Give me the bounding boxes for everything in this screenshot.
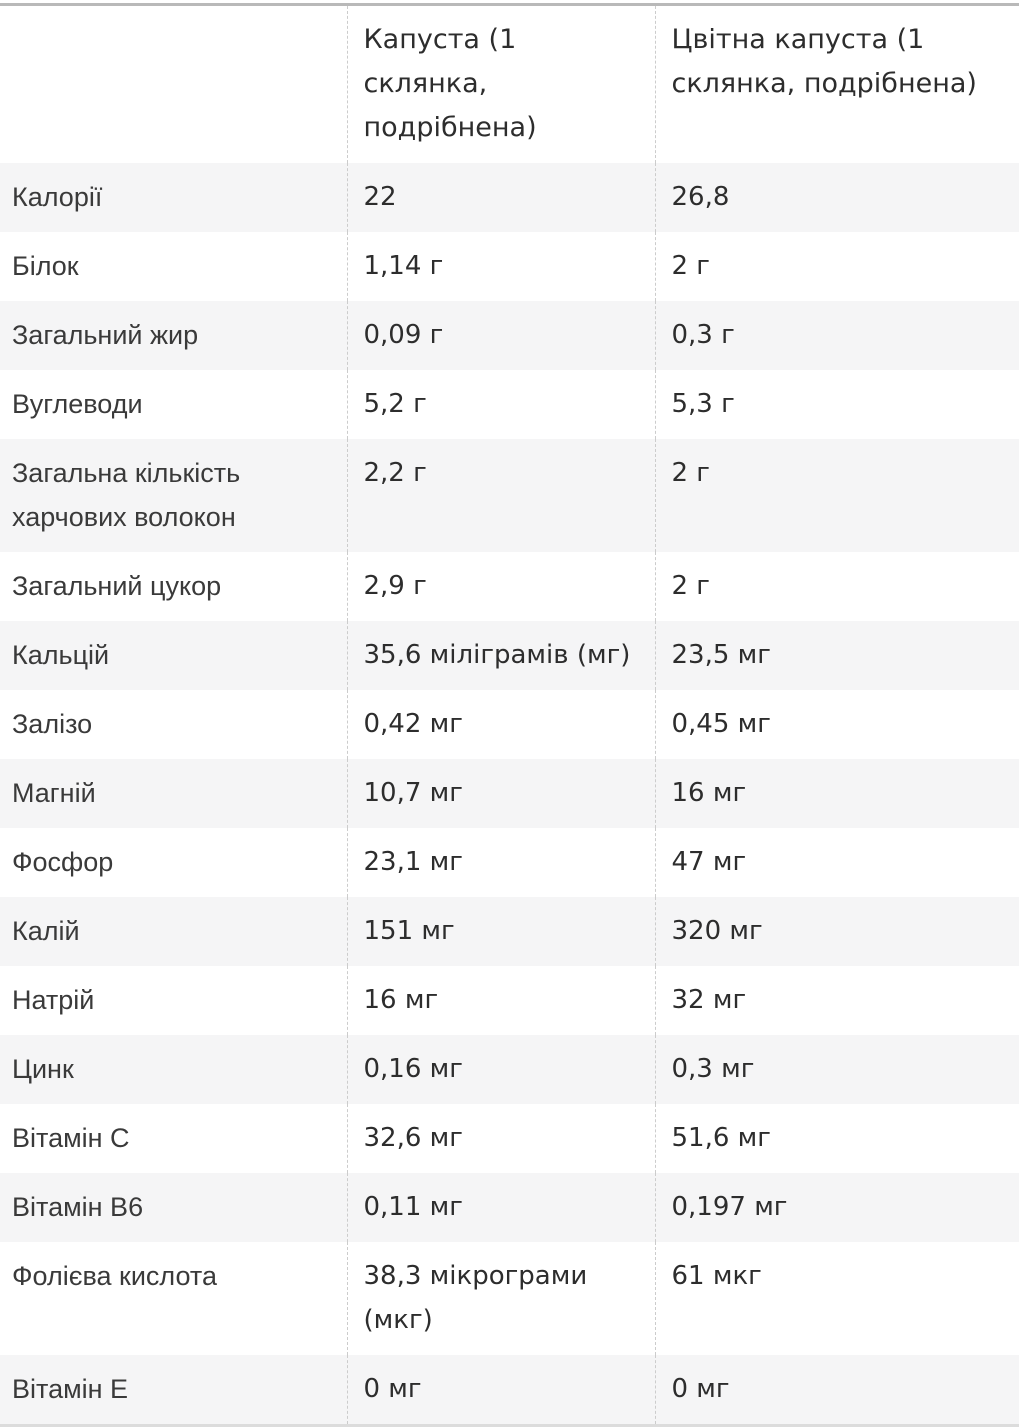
cauliflower-value: 16 мг (654, 759, 1019, 828)
cauliflower-value: 2 г (654, 232, 1019, 301)
table-row: Загальна кількість харчових волокон 2,2 г… (0, 439, 1019, 552)
column-header-cauliflower: Цвітна капуста (1 склянка, подрібнена) (654, 4, 1019, 163)
cabbage-value: 0,09 г (346, 301, 655, 370)
nutrient-label: Загальний цукор (12, 571, 222, 601)
nutrient-label: Загальний жир (12, 320, 199, 350)
cauliflower-value: 26,8 (654, 163, 1019, 232)
cabbage-value: 0,16 мг (346, 1035, 655, 1104)
nutrition-comparison-table: Капуста (1 склянка, подрібнена) Цвітна к… (0, 3, 1019, 1427)
table-header-row: Капуста (1 склянка, подрібнена) Цвітна к… (0, 4, 1019, 164)
nutrient-label: Кальцій (12, 640, 110, 670)
table-row: Вітамін C 32,6 мг 51,6 мг (0, 1104, 1019, 1173)
nutrient-label: Фосфор (12, 847, 114, 877)
cabbage-value: 5,2 г (346, 370, 655, 439)
cauliflower-value: 0,197 мг (654, 1173, 1019, 1242)
table-row: Натрій 16 мг 32 мг (0, 966, 1019, 1035)
table-row: Загальний жир 0,09 г 0,3 г (0, 301, 1019, 370)
table-row: Фолієва кислота 38,3 мікрограми (мкг) 61 м… (0, 1242, 1019, 1355)
table-row: Цинк 0,16 мг 0,3 мг (0, 1035, 1019, 1104)
cauliflower-value: 2 г (654, 439, 1019, 552)
column-header-cabbage-label: Капуста (1 склянка, подрібнена) (363, 24, 537, 143)
cabbage-value: 0 мг (346, 1355, 655, 1426)
column-header-cabbage: Капуста (1 склянка, подрібнена) (346, 4, 655, 163)
cabbage-value: 10,7 мг (346, 759, 655, 828)
cabbage-value: 0,11 мг (346, 1173, 655, 1242)
nutrient-label: Залізо (12, 709, 93, 739)
cabbage-value: 32,6 мг (346, 1104, 655, 1173)
table-row: Кальцій 35,6 міліграмів (мг) 23,5 мг (0, 621, 1019, 690)
cauliflower-value: 320 мг (654, 897, 1019, 966)
table-row: Фосфор 23,1 мг 47 мг (0, 828, 1019, 897)
corner-header-cell (0, 5, 347, 164)
cauliflower-value: 5,3 г (654, 370, 1019, 439)
nutrient-label: Цинк (12, 1054, 74, 1084)
nutrient-label: Вітамін C (12, 1123, 130, 1153)
cabbage-value: 35,6 міліграмів (мг) (346, 621, 655, 690)
table-row: Калій 151 мг 320 мг (0, 897, 1019, 966)
cabbage-value: 151 мг (346, 897, 655, 966)
table-row: Вітамін E 0 мг 0 мг (0, 1355, 1019, 1426)
nutrient-label: Вуглеводи (12, 389, 143, 419)
nutrient-label: Загальна кількість харчових волокон (12, 458, 241, 532)
table-row: Залізо 0,42 мг 0,45 мг (0, 690, 1019, 759)
nutrient-label: Натрій (12, 985, 95, 1015)
nutrient-label: Вітамін B6 (12, 1192, 144, 1222)
table-row: Вуглеводи 5,2 г 5,3 г (0, 370, 1019, 439)
cabbage-value: 2,9 г (346, 552, 655, 621)
cauliflower-value: 0 мг (654, 1355, 1019, 1426)
cabbage-value: 16 мг (346, 966, 655, 1035)
nutrient-label: Калій (12, 916, 80, 946)
cabbage-value: 22 (346, 163, 655, 232)
cauliflower-value: 2 г (654, 552, 1019, 621)
nutrient-label: Вітамін E (12, 1374, 129, 1404)
cauliflower-value: 51,6 мг (654, 1104, 1019, 1173)
cabbage-value: 23,1 мг (346, 828, 655, 897)
column-header-cauliflower-label: Цвітна капуста (1 склянка, подрібнена) (671, 24, 977, 99)
table-row: Магній 10,7 мг 16 мг (0, 759, 1019, 828)
cauliflower-value: 0,3 г (654, 301, 1019, 370)
table-row: Вітамін B6 0,11 мг 0,197 мг (0, 1173, 1019, 1242)
cabbage-value: 1,14 г (346, 232, 655, 301)
cauliflower-value: 32 мг (654, 966, 1019, 1035)
table-row: Калорії 22 26,8 (0, 163, 1019, 232)
cauliflower-value: 47 мг (654, 828, 1019, 897)
cauliflower-value: 61 мкг (654, 1242, 1019, 1355)
cauliflower-value: 0,45 мг (654, 690, 1019, 759)
nutrient-label: Магній (12, 778, 96, 808)
cabbage-value: 0,42 мг (346, 690, 655, 759)
cabbage-value: 38,3 мікрограми (мкг) (346, 1242, 655, 1355)
nutrient-label: Білок (12, 251, 79, 281)
cauliflower-value: 0,3 мг (654, 1035, 1019, 1104)
cauliflower-value: 23,5 мг (654, 621, 1019, 690)
nutrient-label: Фолієва кислота (12, 1261, 217, 1291)
cabbage-value: 2,2 г (346, 439, 655, 552)
nutrient-label: Калорії (12, 182, 103, 212)
